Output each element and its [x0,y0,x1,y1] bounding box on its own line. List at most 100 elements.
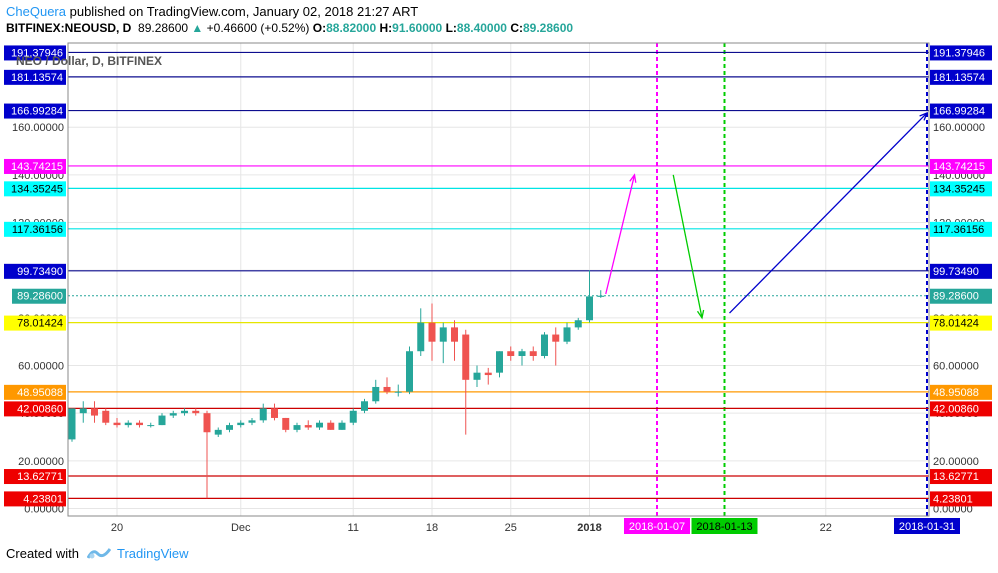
y-tick-label-left: 20.00000 [18,456,64,468]
level-label-left-box [4,401,66,417]
up-arrow-icon: ▲ [191,21,204,35]
level-label-left-box [4,469,66,485]
candles [68,270,605,499]
tradingview-link[interactable]: TradingView [116,546,189,561]
candle-body [349,410,357,423]
level-label-right: 78.01424 [933,318,979,330]
open-label: O: [312,21,327,35]
candle-body [316,422,323,428]
close-value: 89.28600 [522,21,574,35]
chart-grid [68,43,929,516]
candle-body [428,322,436,342]
level-label-right: 42.00860 [933,403,979,415]
level-label-right-box [930,315,992,331]
created-with-text: Created with [6,546,79,561]
high-value: 91.60000 [392,21,443,35]
candle-body [372,386,380,402]
footer: Created with TradingView [6,546,189,563]
x-tick-label: 20 [111,522,123,534]
level-label-right-box [930,401,992,417]
level-label-right-box [930,45,992,61]
level-label-right-box [930,491,992,507]
candle-body [304,425,312,428]
level-label-left: 99.73490 [17,266,63,278]
date-label-box [624,518,690,534]
level-label-left: 191.37946 [11,47,63,59]
candle-body [518,351,526,356]
publish-info: CheQuera published on TradingView.com, J… [6,4,418,19]
candle-body [102,410,110,423]
candle-body [282,417,290,430]
author-link[interactable]: CheQuera [6,4,66,19]
x-tick-label: Dec [231,522,251,534]
close-label: C: [510,21,523,35]
open-value: 88.82000 [326,21,377,35]
low-value: 88.40000 [456,21,507,35]
candle-body [462,334,470,380]
y-axis: 0.000000.0000020.0000020.0000040.0000040… [12,122,985,515]
candle-body [327,422,335,430]
trend-arrows [605,111,929,320]
level-label-right-box [930,469,992,485]
level-label-right-box [930,221,992,237]
candle-body [496,351,503,373]
level-label-right: 117.36156 [933,224,984,236]
candle-body [597,295,605,297]
arrow-line [672,174,703,318]
current-price-label-right-box [930,288,992,304]
y-tick-label-left: 60.00000 [18,361,64,373]
candle-body [383,386,391,392]
x-axis: 20 Dec 11 18 25 2018 22 [111,522,832,534]
arrow-line [729,112,928,314]
candle-body [203,413,211,433]
date-label-box [894,518,960,534]
vertical-date-lines [656,43,928,516]
level-label-left: 42.00860 [17,403,63,415]
level-label-left-box [4,491,66,507]
candle-body [158,415,166,426]
candle-body [473,372,481,380]
level-label-right: 99.73490 [933,266,979,278]
level-label-right-box [930,384,992,400]
level-label-left: 78.01424 [17,318,63,330]
level-label-left-box [4,69,66,85]
candle-body [361,401,368,411]
candle-body [394,391,402,393]
price-chart[interactable]: 0.000000.0000020.0000020.0000040.0000040… [0,38,998,538]
level-label-left-box [4,158,66,174]
symbol-info: BITFINEX:NEOUSD, D 89.28600 ▲ +0.46600 (… [6,21,573,35]
level-label-left-box [4,45,66,61]
level-label-right: 166.99284 [933,106,985,118]
candle-body [406,351,413,392]
plot-border [67,42,930,517]
x-tick-label: 18 [426,522,438,534]
candle-body [563,327,571,342]
level-label-left-box [4,181,66,197]
candle-body [226,425,233,430]
level-label-right-box [930,181,992,197]
arrow-head [696,309,705,320]
x-tick-label: 25 [505,522,517,534]
high-label: H: [379,21,393,35]
candle-body [586,296,593,321]
candle-body [147,425,155,427]
level-label-left: 117.36156 [12,224,63,236]
date-label: 2018-01-13 [696,521,752,533]
current-price-label-left-box [12,288,66,304]
candle-body [169,413,177,416]
level-label-right: 48.95088 [933,387,979,399]
y-tick-label-left: 160.00000 [12,122,64,134]
level-label-right-box [930,158,992,174]
candle-body [451,327,458,342]
level-labels: 191.37946 191.37946 181.13574 181.13574 166.… [4,45,992,534]
published-text: published on TradingView.com, January 02… [69,4,419,19]
tradingview-logo-icon [86,546,112,563]
candle-body [79,408,87,414]
level-label-right: 134.35245 [933,183,985,195]
y-tick-label-right: 160.00000 [933,122,985,134]
y-tick-label-right: 60.00000 [933,361,979,373]
change-value: +0.46600 (+0.52%) [206,21,310,35]
level-label-left: 4.23801 [23,493,63,505]
arrow-line [605,174,636,295]
level-label-right-box [930,69,992,85]
